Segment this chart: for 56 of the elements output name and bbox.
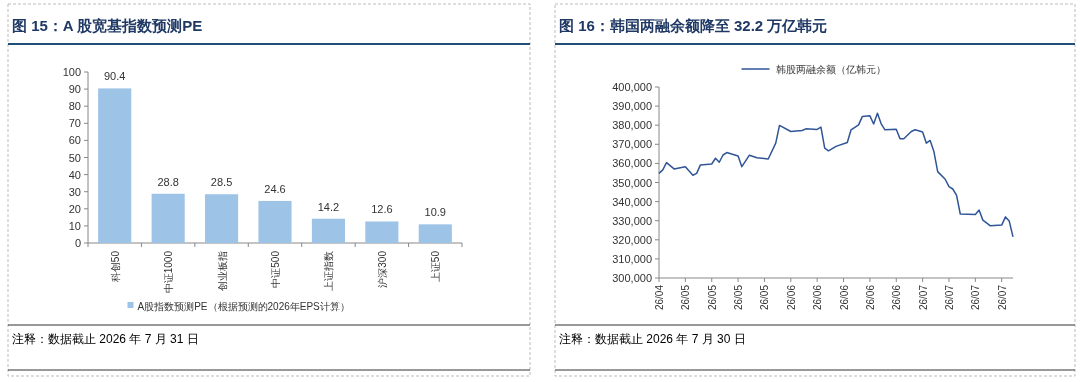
x-tick-label: 上证指数	[323, 251, 335, 291]
x-tick-label: 26/05	[706, 284, 718, 311]
y-tick-label: 90	[68, 83, 81, 96]
x-tick-label: 26/06	[864, 284, 876, 311]
y-tick-label: 80	[68, 100, 81, 113]
data-label: 24.6	[264, 182, 286, 195]
y-tick-label: 70	[68, 117, 81, 130]
data-label: 10.9	[424, 206, 446, 219]
x-tick-label: 中证1000	[163, 250, 175, 294]
data-label: 12.6	[371, 203, 393, 216]
y-tick-label: 310,000	[612, 252, 652, 265]
data-label: 90.4	[104, 70, 126, 83]
y-tick-label: 330,000	[612, 214, 652, 227]
x-tick-label: 科创50	[109, 250, 121, 283]
title: 图 15：A 股宽基指数预测PE	[12, 17, 203, 34]
y-tick-label: 300,000	[612, 272, 652, 284]
y-tick-label: 340,000	[612, 195, 652, 208]
data-label: 28.8	[157, 175, 179, 188]
x-tick-label: 26/05	[759, 284, 771, 311]
x-tick-label: 26/06	[891, 284, 903, 311]
x-tick-label: 上证50	[430, 250, 442, 283]
annotation: 注释：数据截止 2026 年 7 月 30 日	[559, 332, 746, 346]
y-tick-label: 100	[62, 66, 81, 78]
title: 图 16：韩国两融余额降至 32.2 万亿韩元	[559, 17, 828, 34]
x-tick-label: 创业板指	[216, 251, 228, 291]
y-tick-label: 380,000	[612, 119, 652, 132]
y-tick-label: 60	[68, 134, 81, 147]
annotation: 注释：数据截止 2026 年 7 月 31 日	[12, 332, 199, 346]
data-label: 28.5	[210, 176, 233, 189]
x-tick-label: 26/05	[733, 284, 745, 311]
x-tick-label: 中证500	[270, 250, 281, 288]
x-tick-label: 26/07	[996, 284, 1008, 311]
y-tick-label: 40	[68, 168, 81, 181]
y-tick-label: 370,000	[612, 138, 652, 151]
y-tick-label: 20	[68, 202, 81, 215]
y-tick-label: 320,000	[612, 233, 652, 246]
y-tick-label: 350,000	[612, 176, 652, 189]
x-tick-label: 26/07	[917, 284, 929, 311]
x-tick-label: 沪深300	[376, 250, 388, 288]
x-tick-label: 26/05	[680, 284, 692, 311]
y-tick-label: 390,000	[612, 100, 652, 113]
x-tick-label: 26/07	[943, 284, 955, 311]
y-tick-label: 360,000	[612, 157, 652, 170]
x-tick-label: 26/04	[654, 284, 665, 311]
data-label: 14.2	[317, 200, 340, 213]
legend-label: A股指数预测PE（根据预测的2026年EPS计算）	[137, 301, 350, 312]
x-tick-label: 26/06	[785, 284, 797, 311]
y-tick-label: 10	[68, 219, 81, 232]
y-tick-label: 30	[68, 185, 81, 198]
x-tick-label: 26/06	[838, 284, 850, 311]
y-tick-label: 50	[68, 151, 81, 164]
y-tick-label: 0	[74, 237, 81, 249]
legend-label: 韩股两融余额（亿韩元）	[775, 64, 886, 75]
x-tick-label: 26/07	[970, 284, 982, 311]
x-tick-label: 26/06	[812, 284, 824, 311]
y-tick-label: 400,000	[612, 81, 652, 93]
